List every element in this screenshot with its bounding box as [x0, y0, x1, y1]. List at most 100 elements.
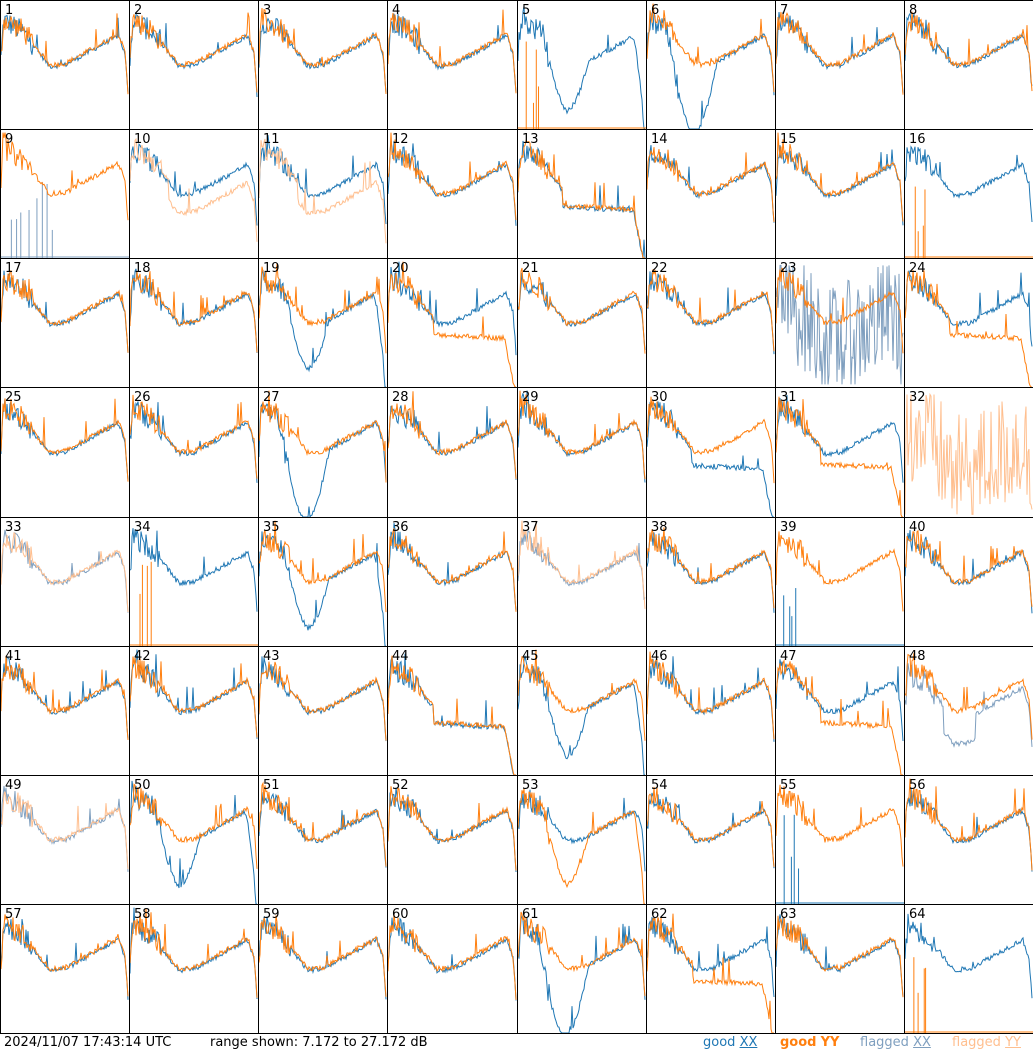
- antenna-number: 63: [780, 907, 797, 922]
- antenna-panel: 44: [387, 646, 518, 776]
- antenna-number: 62: [651, 907, 668, 922]
- antenna-spectrum-plot: [388, 391, 517, 480]
- antenna-number: 37: [522, 520, 539, 535]
- antenna-panel: 48: [904, 646, 1033, 776]
- antenna-spectrum-plot: [259, 135, 387, 244]
- antenna-spectrum-plot: [259, 520, 387, 646]
- antenna-spectrum-plot: [776, 531, 904, 646]
- antenna-number: 17: [5, 261, 22, 276]
- spectrum-line: [518, 6, 645, 129]
- antenna-panel: 35: [258, 517, 388, 647]
- antenna-spectrum-plot: [130, 780, 258, 904]
- spectrum-line: [647, 11, 775, 129]
- antenna-spectrum-plot: [905, 11, 1033, 92]
- spectrum-line: [647, 651, 775, 740]
- legend-good-yy-pol: YY: [820, 1035, 840, 1050]
- antenna-panel: 4: [387, 0, 518, 130]
- antenna-number: 15: [780, 132, 797, 147]
- antenna-spectrum-plot: [1, 914, 129, 1000]
- spectrum-line: [518, 139, 645, 258]
- antenna-panel: 33: [0, 517, 130, 647]
- antenna-panel: 8: [904, 0, 1033, 130]
- antenna-number: 55: [780, 778, 797, 793]
- spectrum-line: [130, 783, 258, 869]
- antenna-panel: 15: [775, 129, 905, 259]
- antenna-number: 20: [392, 261, 409, 276]
- antenna-spectrum-plot: [518, 267, 646, 354]
- spectrum-line: [388, 9, 517, 94]
- spectrum-line: [259, 661, 387, 741]
- spectrum-line: [259, 916, 387, 1000]
- antenna-panel: 2: [129, 0, 259, 130]
- antenna-panel: 6: [646, 0, 776, 130]
- spectrum-line: [388, 132, 517, 221]
- antenna-panel: 36: [387, 517, 518, 647]
- antenna-spectrum-plot: [647, 396, 775, 517]
- antenna-number: 5: [522, 3, 531, 18]
- spectrum-line: [776, 11, 904, 95]
- spectrum-line: [388, 787, 517, 873]
- antenna-spectrum-plot: [259, 7, 387, 95]
- spectrum-line: [905, 652, 1033, 740]
- antenna-number: 54: [651, 778, 668, 793]
- antenna-panel: 41: [0, 646, 130, 776]
- antenna-spectrum-plot: [905, 529, 1033, 614]
- antenna-number: 33: [5, 520, 22, 535]
- spectrum-line: [647, 401, 774, 517]
- antenna-number: 48: [909, 649, 926, 664]
- antenna-number: 19: [263, 261, 280, 276]
- spectrum-line: [905, 663, 1033, 748]
- antenna-number: 6: [651, 3, 660, 18]
- antenna-panel: 54: [646, 775, 776, 905]
- antenna-number: 7: [780, 3, 789, 18]
- spectrum-line: [647, 792, 775, 869]
- antenna-spectrum-plot: [776, 264, 904, 385]
- spectrum-line: [1, 655, 129, 740]
- antenna-number: 61: [522, 907, 539, 922]
- antenna-number: 50: [134, 778, 151, 793]
- spectrum-line: [647, 913, 774, 1033]
- range-text: range shown: 7.172 to 27.172 dB: [210, 1035, 428, 1050]
- antenna-panel: 31: [775, 387, 905, 518]
- antenna-panel: 34: [129, 517, 259, 647]
- antenna-spectrum-plot: [388, 523, 517, 612]
- spectrum-line: [518, 529, 646, 600]
- antenna-spectrum-plot: [388, 261, 517, 387]
- spectrum-line: [388, 261, 517, 356]
- spectrum-line: [905, 529, 1033, 607]
- antenna-number: 59: [263, 907, 280, 922]
- spectrum-line: [776, 11, 904, 94]
- antenna-number: 2: [134, 3, 143, 18]
- spectrum-line: [776, 395, 904, 483]
- antenna-spectrum-plot: [776, 658, 904, 775]
- antenna-panel: 50: [129, 775, 259, 905]
- antenna-spectrum-plot: [388, 132, 517, 226]
- spectrum-line: [776, 914, 904, 997]
- antenna-panel: 29: [517, 387, 647, 518]
- spectrum-line: [259, 402, 387, 517]
- antenna-spectrum-plot: [647, 269, 775, 355]
- antenna-panel: 23: [775, 258, 905, 388]
- antenna-number: 18: [134, 261, 151, 276]
- antenna-panel: 57: [0, 904, 130, 1034]
- antenna-number: 64: [909, 907, 926, 922]
- antenna-spectrum-plot: [1, 398, 129, 482]
- antenna-panel: 49: [0, 775, 130, 905]
- antenna-number: 34: [134, 520, 151, 535]
- spectrum-line: [518, 267, 646, 354]
- spectrum-line: [1, 531, 129, 613]
- antenna-spectrum-plot: [130, 268, 258, 354]
- footer: 2024/11/07 17:43:14 UTC range shown: 7.1…: [0, 1033, 1033, 1053]
- antenna-spectrum-plot: [1, 13, 129, 95]
- antenna-number: 13: [522, 132, 539, 147]
- antenna-panel: 11: [258, 129, 388, 259]
- spectrum-line: [388, 653, 516, 775]
- legend-good-xx-prefix: good: [703, 1035, 736, 1050]
- spectrum-line: [130, 656, 258, 738]
- antenna-spectrum-plot: [905, 392, 1033, 515]
- spectrum-line: [1, 529, 129, 613]
- antenna-panel: 21: [517, 258, 647, 388]
- antenna-number: 56: [909, 778, 926, 793]
- antenna-number: 21: [522, 261, 539, 276]
- antenna-spectrum-plot: [518, 390, 646, 483]
